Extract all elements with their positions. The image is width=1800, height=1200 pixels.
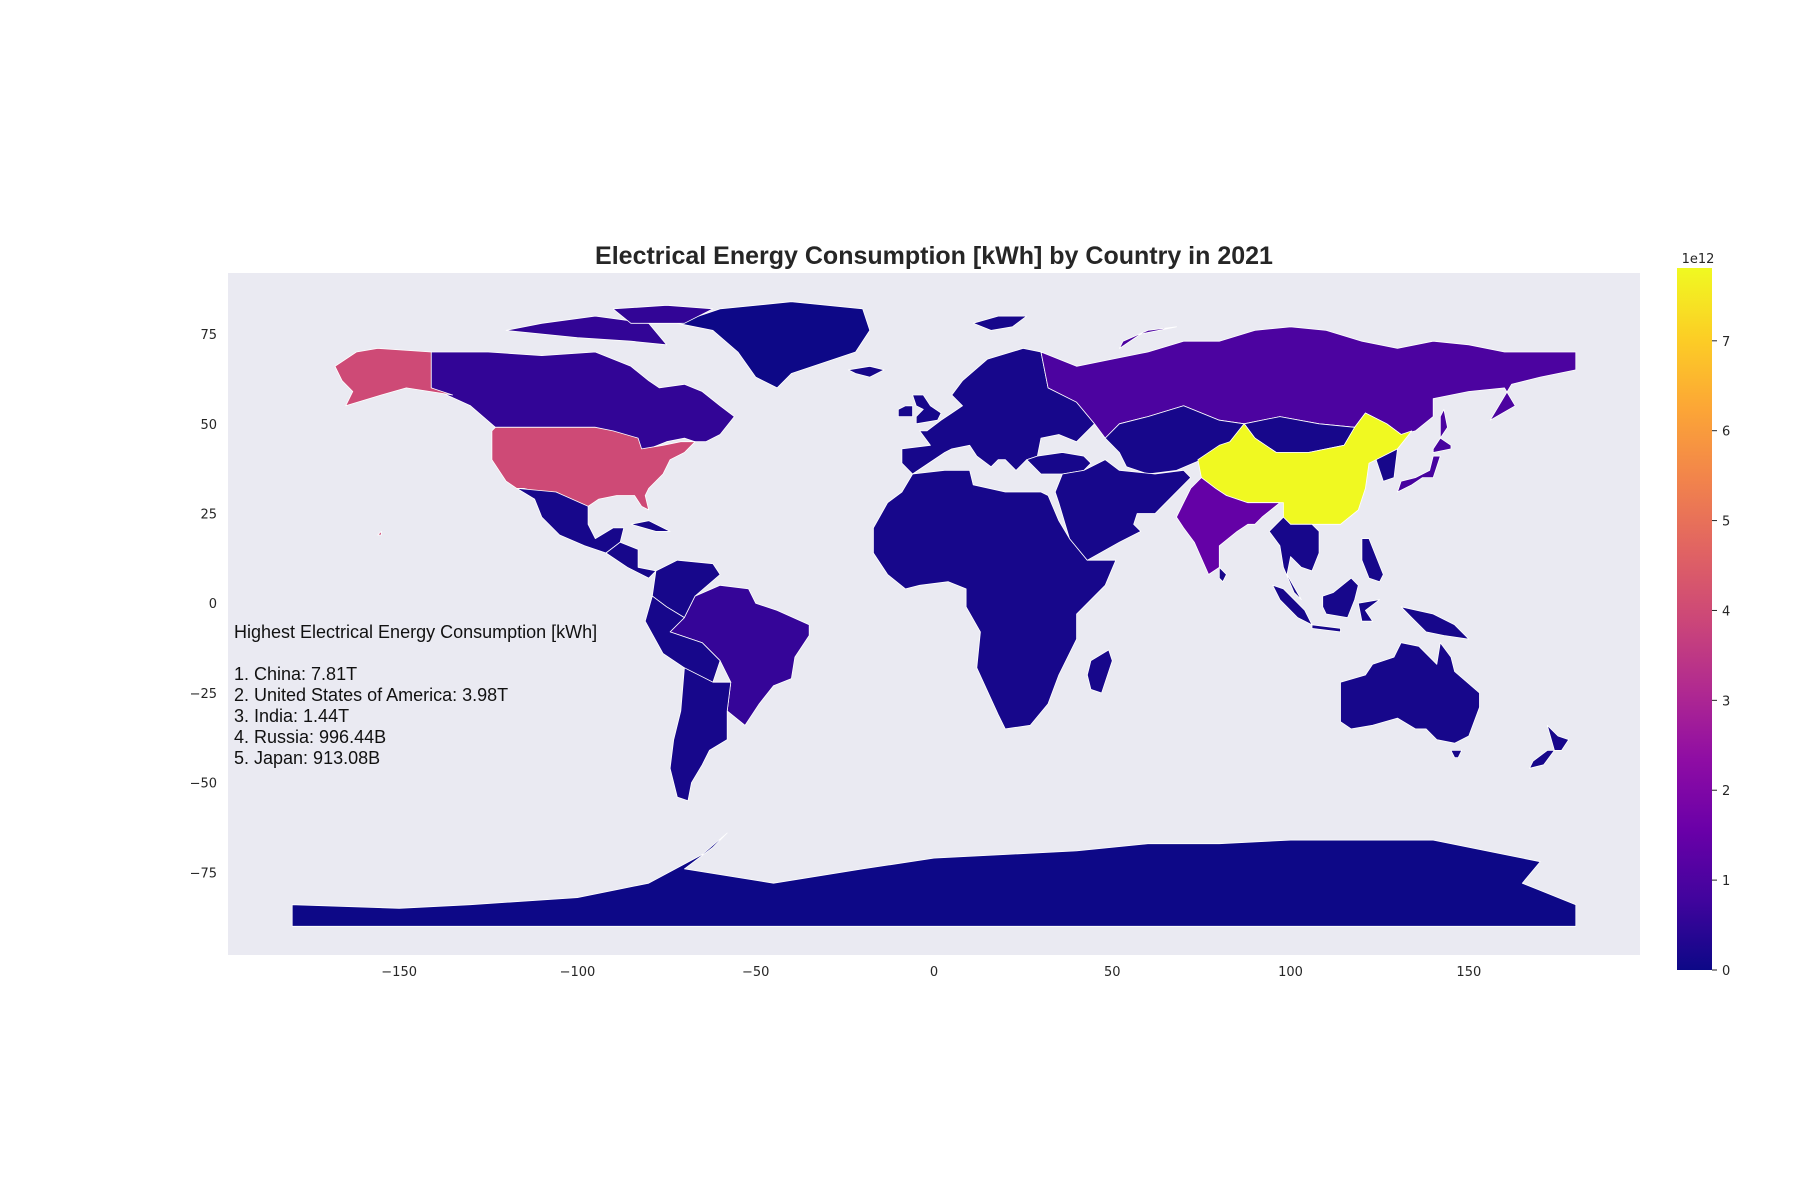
country-japan (1432, 437, 1452, 453)
country-madagascar (1086, 649, 1113, 694)
country-java (1311, 624, 1341, 633)
y-tick-label: 25 (200, 507, 217, 522)
colorbar-tick-label: 7 (1722, 335, 1730, 350)
country-greenland (676, 301, 871, 389)
annotation-line: 5. Japan: 913.08B (234, 748, 380, 768)
x-tick-label: −50 (742, 965, 769, 980)
country-svalbard (972, 315, 1028, 331)
country-united-states-of-america (334, 348, 453, 407)
colorbar-tick-label: 0 (1722, 964, 1730, 979)
colorbar-tick-label: 1 (1722, 874, 1730, 889)
x-tick-label: −100 (560, 965, 596, 980)
country-mexico (516, 488, 625, 554)
x-tick-label: 100 (1278, 965, 1303, 980)
country-new-zealand (1529, 750, 1555, 769)
country-india (1176, 477, 1281, 575)
country-borneo (1322, 577, 1359, 618)
country-united-states-of-america (377, 531, 382, 536)
country-russia (1119, 326, 1177, 349)
x-tick-label: 0 (930, 965, 938, 980)
y-tick-label: −25 (190, 687, 217, 702)
x-tick-label: −150 (381, 965, 417, 980)
y-tick-label: 0 (209, 597, 217, 612)
x-tick-label: 50 (1104, 965, 1121, 980)
country-argentina-chile (669, 667, 732, 802)
country-tasmania (1450, 750, 1463, 758)
country-japan (1397, 455, 1441, 493)
colorbar-multiplier: 1e12 (1682, 252, 1715, 267)
y-axis: 75 50 25 0 −25 −50 −75 (190, 328, 217, 881)
country-turkey (1026, 452, 1092, 475)
country-australia (1340, 642, 1480, 744)
annotation-line: 3. India: 1.44T (234, 706, 349, 726)
annotation-line: 4. Russia: 996.44B (234, 727, 386, 747)
country-russia (1439, 409, 1448, 439)
country-canada (505, 315, 667, 346)
y-tick-label: −50 (190, 777, 217, 792)
country-central-america (605, 541, 657, 579)
country-peru-bolivia (644, 595, 721, 683)
country-middle-east (1054, 459, 1192, 561)
colorbar-tick-label: 5 (1722, 515, 1730, 530)
colorbar-tick-label: 3 (1722, 694, 1730, 709)
colorbar-tick-label: 2 (1722, 784, 1730, 799)
colorbar-tick-label: 6 (1722, 425, 1730, 440)
country-iceland (848, 365, 885, 378)
country-new-zealand (1546, 724, 1570, 751)
colorbar-ticks: 0 1 2 3 4 5 6 7 (1712, 335, 1730, 979)
annotation-line: 1. China: 7.81T (234, 664, 357, 684)
country-uk (912, 394, 942, 425)
country-sri-lanka (1218, 566, 1227, 583)
country-antarctica (291, 832, 1577, 927)
top-consumers-annotation: Highest Electrical Energy Consumption [k… (234, 622, 597, 768)
x-axis: −150 −100 −50 0 50 100 150 (381, 965, 1481, 980)
y-tick-label: 75 (200, 328, 217, 343)
colorbar-tick-label: 4 (1722, 604, 1730, 619)
colorbar: 1e12 0 1 2 3 4 5 6 7 (1677, 252, 1730, 979)
country-cuba (630, 520, 671, 532)
country-africa (873, 470, 1117, 730)
country-new-guinea (1400, 606, 1470, 640)
y-tick-label: −75 (190, 866, 217, 881)
country-canada (612, 304, 714, 324)
country-southeast-asia (1268, 516, 1320, 600)
countries-layer (291, 301, 1577, 927)
country-korea (1375, 448, 1398, 482)
y-tick-label: 50 (200, 418, 217, 433)
country-philippines (1361, 538, 1384, 583)
colorbar-gradient (1677, 268, 1712, 970)
annotation-heading: Highest Electrical Energy Consumption [k… (234, 622, 597, 642)
x-tick-label: 150 (1456, 965, 1481, 980)
country-ireland (897, 405, 913, 417)
annotation-line: 2. United States of America: 3.98T (234, 685, 508, 705)
country-sulawesi (1357, 599, 1381, 622)
chart-title: Electrical Energy Consumption [kWh] by C… (595, 242, 1273, 270)
